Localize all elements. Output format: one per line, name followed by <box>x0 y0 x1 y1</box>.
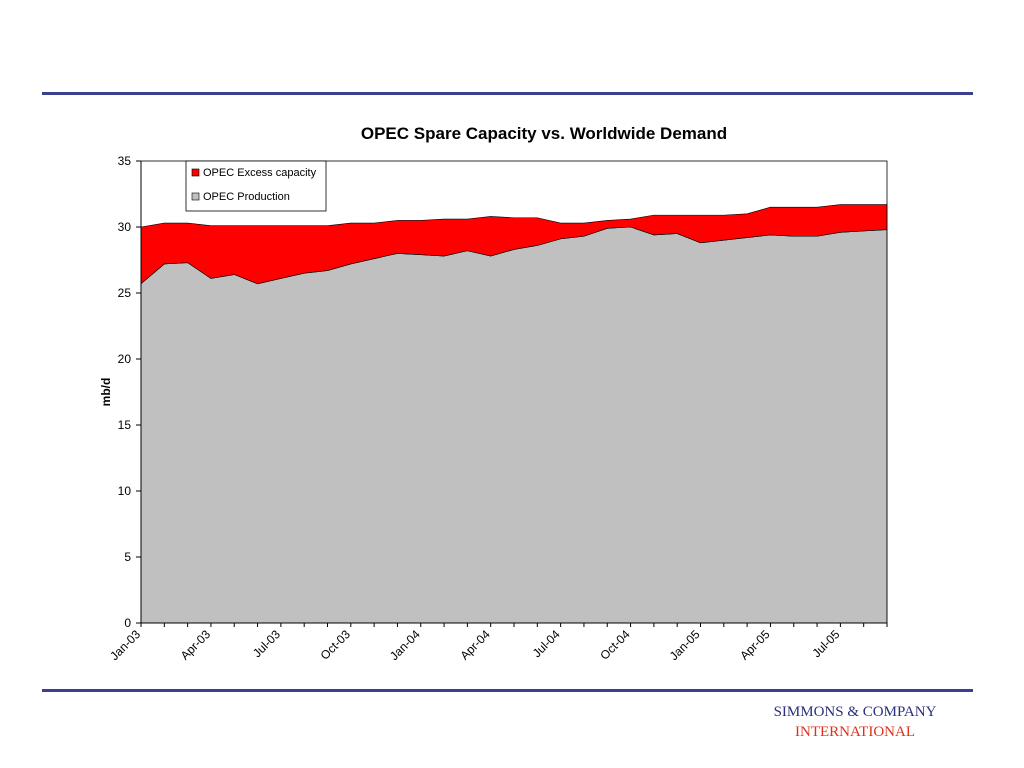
x-tick-label: Oct-03 <box>318 627 354 663</box>
chart: OPEC Spare Capacity vs. Worldwide Demand… <box>99 124 888 663</box>
y-tick-label: 35 <box>118 154 132 168</box>
area-opec-production <box>140 226 888 624</box>
x-tick-label: Apr-03 <box>178 627 214 663</box>
x-tick-label: Apr-04 <box>457 627 493 663</box>
x-tick-label: Jul-05 <box>809 627 842 660</box>
y-tick-label: 30 <box>118 220 132 234</box>
y-tick-label: 25 <box>118 286 132 300</box>
legend-swatch <box>191 192 200 201</box>
y-tick-label: 10 <box>118 484 132 498</box>
x-tick-label: Jan-05 <box>667 627 703 663</box>
company-name-line1: SIMMONS & COMPANY <box>773 704 937 720</box>
x-tick-label: Jan-04 <box>387 627 423 663</box>
legend-swatch <box>191 168 200 177</box>
plot-area <box>140 160 888 624</box>
legend-item-opec-excess-capacity: OPEC Excess capacity <box>191 167 317 179</box>
y-axis: 0 5 10 15 20 25 30 35 <box>118 154 142 630</box>
legend: OPEC Excess capacity OPEC Production <box>185 160 327 212</box>
company-name-line2: INTERNATIONAL <box>795 724 915 740</box>
x-tick-label: Jan-03 <box>107 627 143 663</box>
x-tick-label: Oct-04 <box>597 627 633 663</box>
x-tick-label: Jul-03 <box>250 627 283 660</box>
legend-item-opec-production: OPEC Production <box>191 191 290 203</box>
x-tick-label: Jul-04 <box>530 627 563 660</box>
chart-title: OPEC Spare Capacity vs. Worldwide Demand <box>361 124 727 143</box>
y-tick-label: 5 <box>124 550 131 564</box>
x-tick-label: Apr-05 <box>737 627 773 663</box>
y-tick-label: 0 <box>124 616 131 630</box>
legend-label: OPEC Excess capacity <box>203 167 317 179</box>
legend-label: OPEC Production <box>203 191 290 203</box>
footer-rule <box>42 689 973 692</box>
header-rule <box>42 92 973 95</box>
legend-box <box>185 160 327 212</box>
y-axis-title: mb/d <box>99 378 113 407</box>
x-axis: Jan-03 Apr-03 Jul-03 Oct-03 Jan-04 Apr-04 Jul-… <box>107 622 888 663</box>
y-tick-label: 20 <box>118 352 132 366</box>
y-tick-label: 15 <box>118 418 132 432</box>
